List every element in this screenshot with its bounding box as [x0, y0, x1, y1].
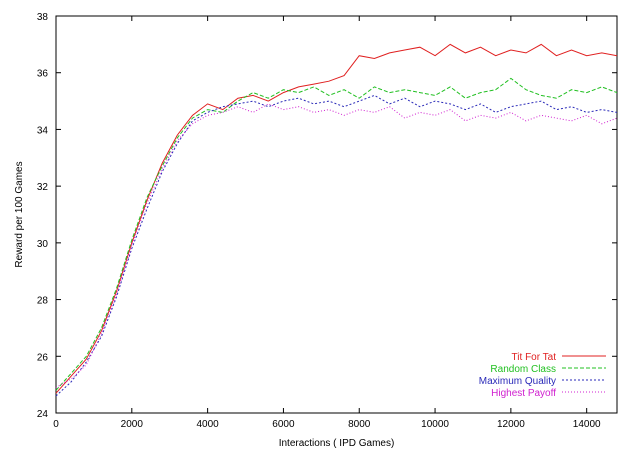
axes-frame: [55, 15, 618, 414]
x-axis-title: Interactions ( IPD Games): [279, 438, 395, 449]
y-tick-label: 34: [37, 125, 49, 136]
plot-border: [55, 15, 618, 414]
series-line-1: [55, 43, 618, 394]
x-tick-label: 0: [53, 419, 59, 430]
x-tick-label: 12000: [497, 419, 525, 430]
series-line-2: [55, 77, 618, 391]
y-tick-label: 26: [37, 352, 49, 363]
y-tick-label: 36: [37, 69, 49, 80]
series-line-3: [55, 94, 618, 397]
ticks-layer: 0 2000 4000 6000 8000 10000 12000 14000 24 26 28 30…: [37, 12, 617, 430]
series-layer: [55, 43, 618, 397]
y-tick-label: 38: [37, 12, 49, 23]
legend-label: Maximum Quality: [479, 376, 556, 387]
x-tick-label: 10000: [421, 419, 449, 430]
x-tick-label: 2000: [121, 419, 144, 430]
y-tick-label: 28: [37, 296, 49, 307]
y-axis-title: Reward per 100 Games: [14, 161, 25, 267]
legend-label: Tit For Tat: [512, 352, 557, 363]
y-tick-label: 24: [37, 409, 49, 420]
y-tick-label: 30: [37, 239, 49, 250]
x-tick-label: 14000: [573, 419, 601, 430]
series-line-4: [55, 103, 618, 388]
legend-label: Random Class: [490, 364, 556, 375]
legend-label: Highest Payoff: [491, 388, 556, 399]
x-tick-label: 8000: [348, 419, 371, 430]
y-tick-label: 32: [37, 182, 49, 193]
x-tick-label: 4000: [196, 419, 219, 430]
x-tick-label: 6000: [272, 419, 295, 430]
